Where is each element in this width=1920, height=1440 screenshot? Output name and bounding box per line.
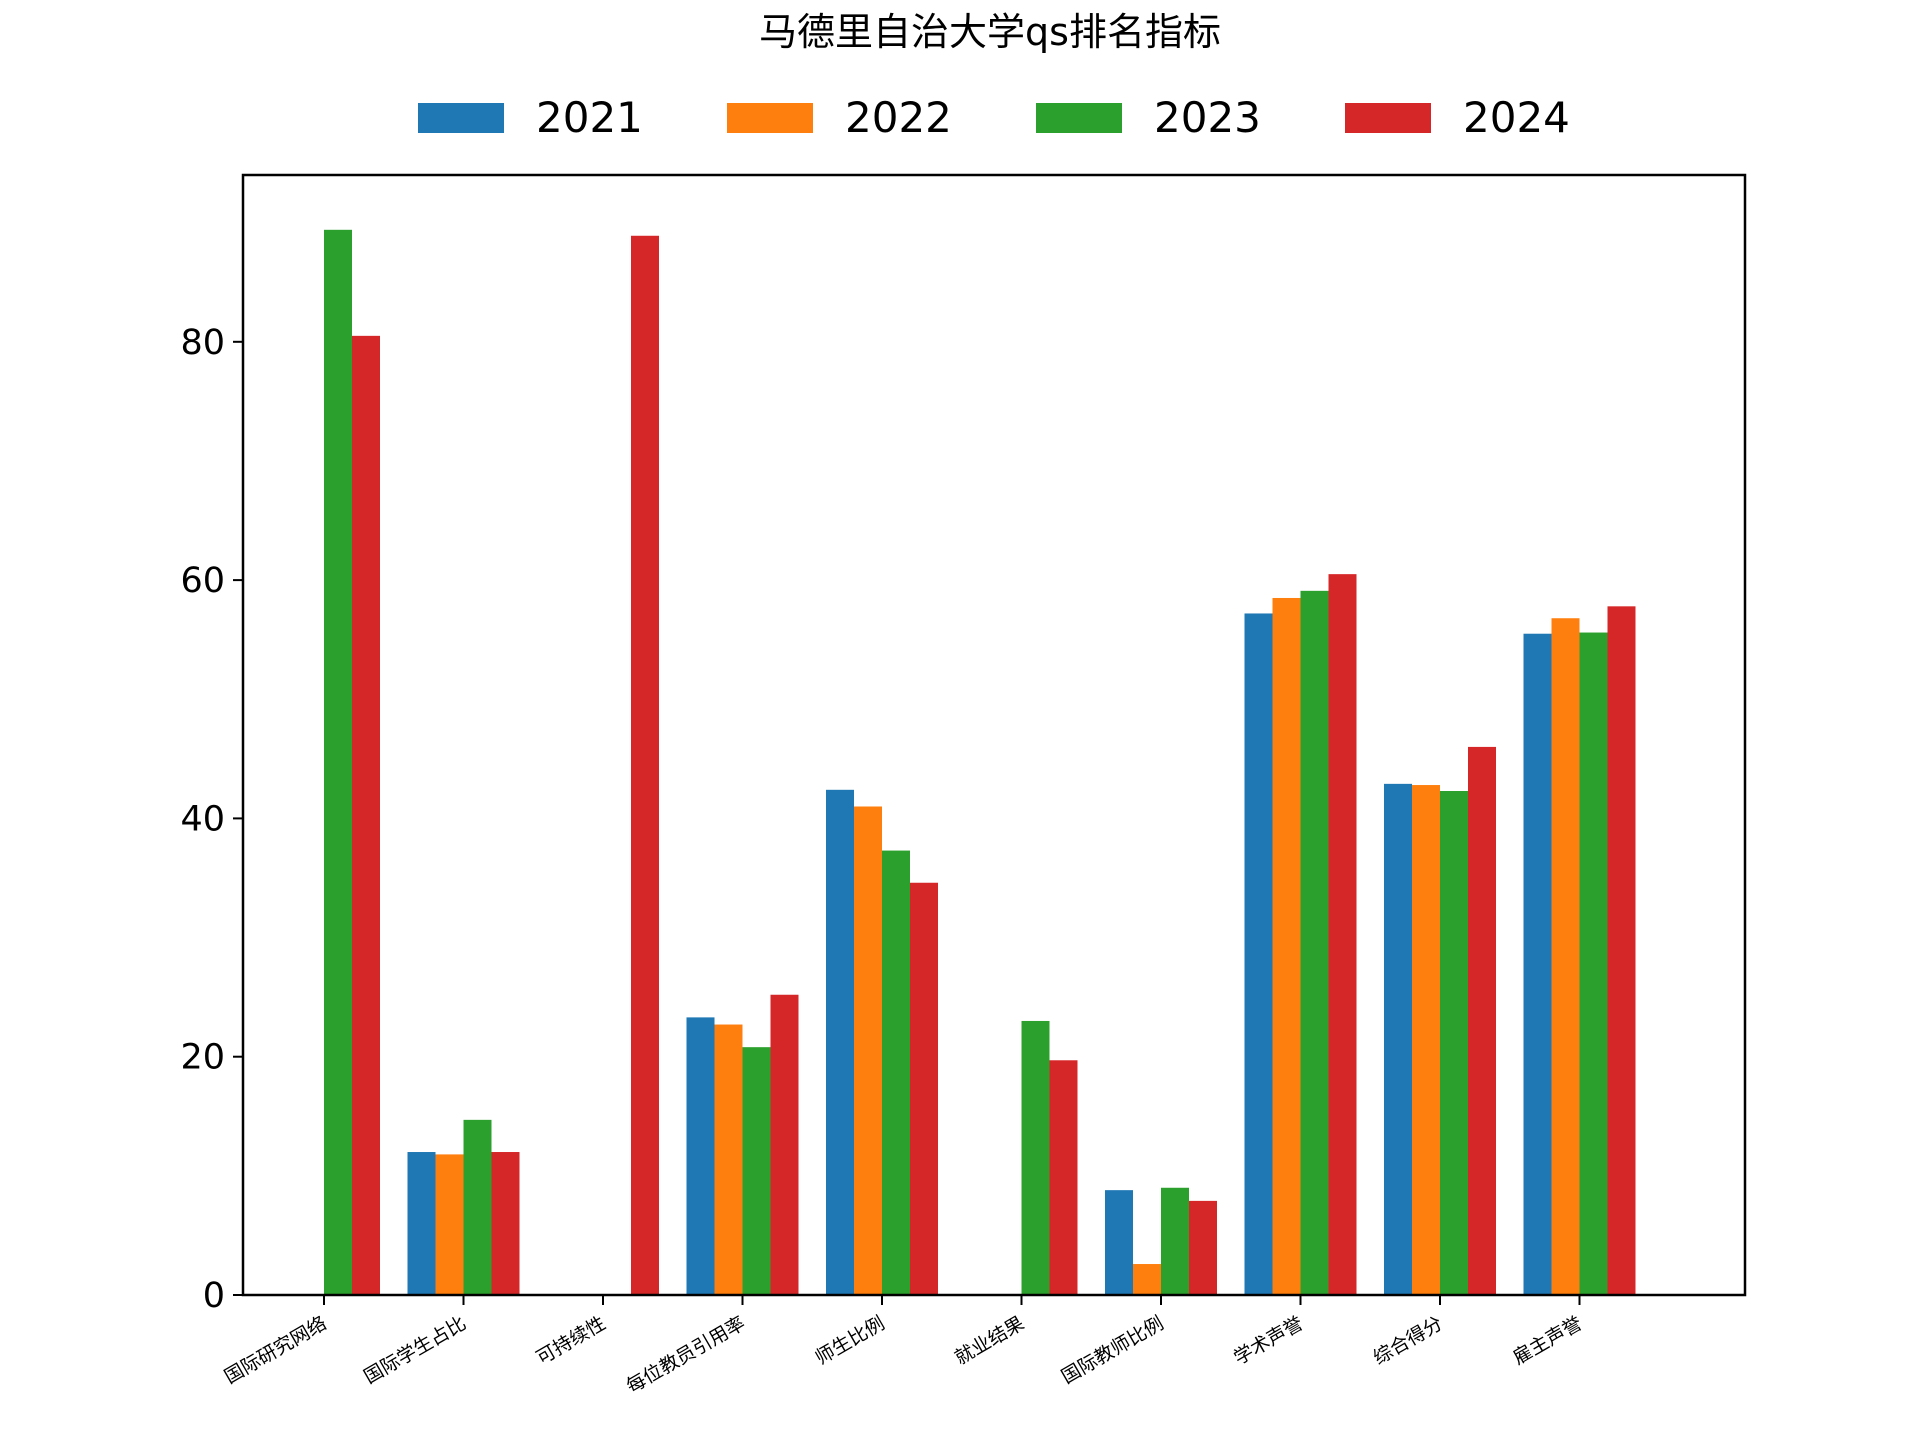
bar-2021-8	[1384, 783, 1412, 1295]
legend: 2021 2022 2023 2024	[418, 93, 1570, 142]
bar-2024-3	[770, 994, 799, 1295]
bar-2022-6	[1133, 1264, 1161, 1295]
legend-swatch-2022	[727, 103, 813, 133]
bar-2023-3	[742, 1047, 771, 1295]
bar-2022-8	[1412, 785, 1440, 1295]
legend-swatch-2024	[1345, 103, 1431, 133]
bar-2021-3	[686, 1017, 715, 1295]
bar-2021-4	[826, 789, 854, 1295]
bar-2024-7	[1328, 574, 1357, 1295]
bar-2023-4	[882, 850, 910, 1295]
x-tick-label-7: 学术声誉	[1230, 1312, 1307, 1369]
bar-2023-1	[463, 1119, 492, 1295]
legend-swatch-2021	[418, 103, 504, 133]
legend-label-2022: 2022	[845, 93, 952, 142]
bar-2022-7	[1272, 597, 1301, 1295]
bar-2023-0	[324, 229, 352, 1296]
bar-2024-0	[352, 335, 380, 1295]
x-tick-label-4: 师生比例	[812, 1312, 889, 1369]
bar-2021-1	[407, 1152, 436, 1295]
bar-2024-6	[1189, 1200, 1217, 1295]
bar-2022-1	[435, 1154, 464, 1295]
bar-2023-6	[1161, 1187, 1189, 1295]
x-tick-label-5: 就业结果	[951, 1312, 1028, 1369]
y-tick-label-60: 60	[180, 561, 225, 601]
bar-2022-3	[714, 1024, 743, 1295]
bar-2024-1	[491, 1152, 520, 1295]
bar-2021-6	[1105, 1190, 1133, 1295]
x-tick-label-1: 国际学生占比	[360, 1312, 470, 1388]
x-tick-label-0: 国际研究网络	[221, 1312, 331, 1388]
y-axis: 0 20 40 60 80	[180, 323, 243, 1316]
bar-2023-9	[1579, 632, 1608, 1295]
x-tick-label-2: 可持续性	[533, 1312, 610, 1369]
bar-2024-5	[1049, 1060, 1078, 1295]
y-tick-label-40: 40	[180, 799, 225, 839]
legend-label-2023: 2023	[1154, 93, 1261, 142]
bar-2024-4	[910, 882, 938, 1295]
bar-2024-9	[1607, 606, 1636, 1295]
chart-title: 马德里自治大学qs排名指标	[759, 10, 1221, 54]
x-tick-label-8: 综合得分	[1370, 1312, 1447, 1369]
bar-2022-4	[854, 806, 882, 1295]
y-tick-label-0: 0	[203, 1276, 225, 1316]
x-tick-label-9: 雇主声誉	[1509, 1312, 1586, 1369]
bar-2023-8	[1440, 791, 1468, 1295]
legend-swatch-2023	[1036, 103, 1122, 133]
y-tick-label-20: 20	[180, 1038, 225, 1078]
bar-2024-8	[1468, 746, 1496, 1295]
bar-2024-2	[631, 235, 659, 1295]
x-tick-label-3: 每位教员引用率	[623, 1312, 749, 1398]
x-axis: 国际研究网络 国际学生占比 可持续性 每位教员引用率 师生比例 就业结果 国际教师比例 学术声…	[221, 1295, 1586, 1398]
x-tick-label-6: 国际教师比例	[1058, 1312, 1168, 1388]
legend-label-2021: 2021	[536, 93, 643, 142]
legend-label-2024: 2024	[1463, 93, 1570, 142]
bar-2023-7	[1300, 590, 1329, 1295]
y-tick-label-80: 80	[180, 323, 225, 363]
bar-2021-7	[1244, 613, 1273, 1295]
bar-2022-9	[1551, 618, 1580, 1295]
bars-group	[324, 229, 1636, 1296]
bar-2023-5	[1021, 1020, 1050, 1295]
bar-2021-9	[1523, 633, 1552, 1295]
plot-frame	[241, 173, 1747, 1297]
